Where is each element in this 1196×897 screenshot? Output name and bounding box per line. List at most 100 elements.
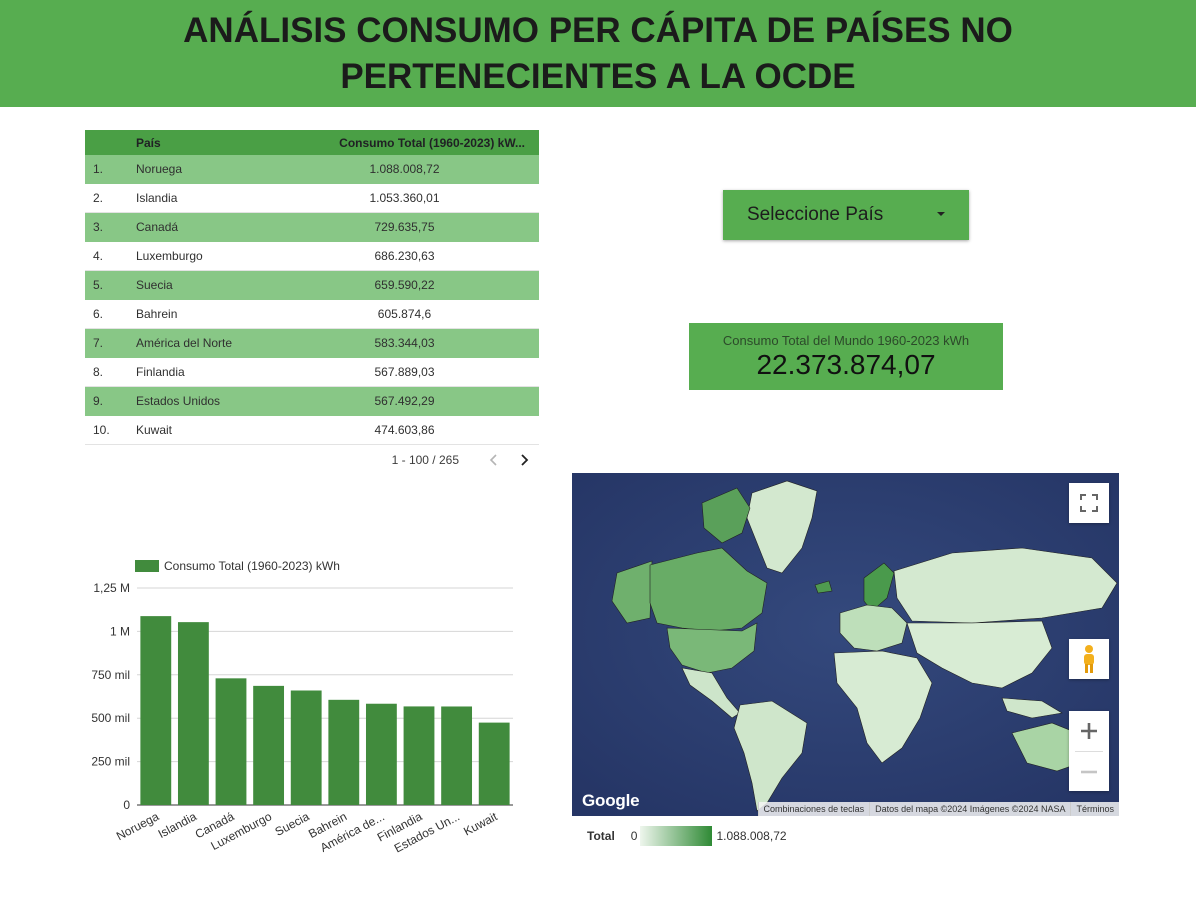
row-value: 605.874,6	[377, 307, 432, 321]
table-row[interactable]: 7. América del Norte 583.344,03	[85, 329, 539, 358]
row-index: 9.	[93, 394, 104, 408]
row-country: Noruega	[136, 162, 183, 176]
country-table: País Consumo Total (1960-2023) kW... 1. …	[85, 130, 539, 445]
region-canada[interactable]	[649, 547, 768, 632]
table-row[interactable]: 10. Kuwait 474.603,86	[85, 416, 539, 445]
row-country: América del Norte	[136, 336, 233, 350]
table-row[interactable]: 4. Luxemburgo 686.230,63	[85, 242, 539, 271]
y-tick-label: 750 mil	[91, 668, 130, 682]
world-map[interactable]: Google Combinaciones de teclas Datos del…	[572, 473, 1119, 816]
y-tick-label: 1 M	[110, 624, 130, 638]
consumption-bar-chart: Consumo Total (1960-2023) kWh 0 250 mil 500…	[85, 550, 525, 870]
map-data-text: Datos del mapa ©2024 Imágenes ©2024 NASA	[869, 802, 1071, 816]
table-row[interactable]: 2. Islandia 1.053.360,01	[85, 184, 539, 213]
row-value: 659.590,22	[374, 278, 435, 292]
caret-down-icon	[937, 212, 945, 216]
region-indonesia[interactable]	[1001, 697, 1063, 719]
fullscreen-button[interactable]	[1069, 483, 1109, 523]
zoom-out-button[interactable]	[1069, 752, 1109, 792]
region-usa[interactable]	[666, 622, 758, 674]
bar[interactable]	[253, 685, 285, 805]
bar[interactable]	[328, 699, 360, 805]
row-value: 567.889,03	[374, 365, 435, 379]
bar[interactable]	[478, 722, 510, 805]
region-iceland[interactable]	[814, 580, 833, 594]
region-africa[interactable]	[833, 650, 933, 764]
zoom-controls	[1069, 711, 1109, 791]
table-row[interactable]: 3. Canadá 729.635,75	[85, 213, 539, 242]
bar[interactable]	[290, 690, 322, 805]
x-tick-label: Noruega	[114, 809, 162, 843]
region-asia[interactable]	[906, 620, 1053, 689]
row-country: Luxemburgo	[136, 249, 203, 263]
region-europe[interactable]	[839, 604, 908, 652]
chevron-left-icon	[489, 454, 497, 466]
pegman-icon	[1084, 645, 1094, 673]
column-header-country[interactable]: País	[136, 135, 161, 150]
table-row[interactable]: 1. Noruega 1.088.008,72	[85, 155, 539, 184]
row-index: 2.	[93, 191, 104, 205]
region-arctic-canada[interactable]	[701, 487, 751, 544]
region-alaska[interactable]	[611, 560, 653, 624]
bar[interactable]	[177, 622, 209, 805]
map-attribution: Combinaciones de teclas Datos del mapa ©…	[757, 802, 1119, 816]
street-view-button[interactable]	[1069, 639, 1109, 679]
plus-icon	[1081, 723, 1097, 739]
y-tick-label: 1,25 M	[93, 581, 130, 595]
scorecard-label: Consumo Total del Mundo 1960-2023 kWh	[722, 333, 970, 348]
table-row[interactable]: 5. Suecia 659.590,22	[85, 271, 539, 300]
x-tick-label: Kuwait	[461, 809, 500, 839]
bar-chart-svg: Consumo Total (1960-2023) kWh 0 250 mil 500…	[91, 559, 513, 855]
next-page-button[interactable]	[509, 448, 539, 472]
bar[interactable]	[140, 616, 172, 805]
scorecard-value: 22.373.874,07	[756, 349, 936, 380]
bar[interactable]	[215, 678, 247, 805]
x-tick-label: Suecia	[273, 809, 312, 839]
column-header-consumption[interactable]: Consumo Total (1960-2023) kW...	[339, 135, 525, 150]
google-logo: Google	[582, 791, 640, 810]
row-index: 8.	[93, 365, 104, 379]
bar[interactable]	[441, 706, 473, 805]
row-value: 729.635,75	[374, 220, 435, 234]
page-title: ANÁLISIS CONSUMO PER CÁPITA DE PAÍSES NO…	[183, 10, 1013, 96]
row-country: Kuwait	[136, 423, 173, 437]
row-value: 474.603,86	[374, 423, 435, 437]
row-country: Islandia	[136, 191, 178, 205]
map-legend: Total 0 1.088.008,72	[587, 826, 787, 846]
country-select-dropdown[interactable]: Seleccione País	[723, 190, 969, 240]
legend-max: 1.088.008,72	[716, 829, 787, 843]
world-consumption-scorecard: Consumo Total del Mundo 1960-2023 kWh 22…	[689, 323, 1003, 390]
chevron-right-icon	[521, 454, 529, 466]
map-canvas[interactable]	[572, 473, 1119, 816]
prev-page-button[interactable]	[479, 448, 509, 472]
y-tick-label: 250 mil	[91, 755, 130, 769]
region-mexico[interactable]	[681, 667, 741, 719]
row-country: Finlandia	[136, 365, 185, 379]
row-index: 1.	[93, 162, 104, 176]
bar[interactable]	[403, 706, 435, 805]
zoom-in-button[interactable]	[1069, 711, 1109, 751]
row-value: 567.492,29	[374, 394, 435, 408]
row-value: 1.053.360,01	[369, 191, 440, 205]
row-index: 5.	[93, 278, 104, 292]
row-country: Canadá	[136, 220, 179, 234]
table-pagination: 1 - 100 / 265	[85, 448, 539, 472]
legend-gradient	[640, 826, 713, 846]
region-greenland[interactable]	[746, 480, 818, 574]
row-index: 4.	[93, 249, 104, 263]
table-row[interactable]: 8. Finlandia 567.889,03	[85, 358, 539, 387]
keyboard-shortcuts-link[interactable]: Combinaciones de teclas	[757, 802, 870, 816]
terms-link[interactable]: Términos	[1070, 802, 1119, 816]
table-row[interactable]: 6. Bahrein 605.874,6	[85, 300, 539, 329]
row-index: 3.	[93, 220, 104, 234]
zoom-divider	[1075, 751, 1103, 752]
legend-swatch	[135, 560, 159, 572]
region-scandinavia[interactable]	[863, 562, 895, 612]
page-header: ANÁLISIS CONSUMO PER CÁPITA DE PAÍSES NO…	[0, 0, 1196, 107]
row-index: 10.	[93, 423, 110, 437]
region-russia[interactable]	[893, 547, 1118, 624]
row-country: Estados Unidos	[136, 394, 221, 408]
row-value: 686.230,63	[374, 249, 435, 263]
bar[interactable]	[365, 703, 397, 805]
table-row[interactable]: 9. Estados Unidos 567.492,29	[85, 387, 539, 416]
